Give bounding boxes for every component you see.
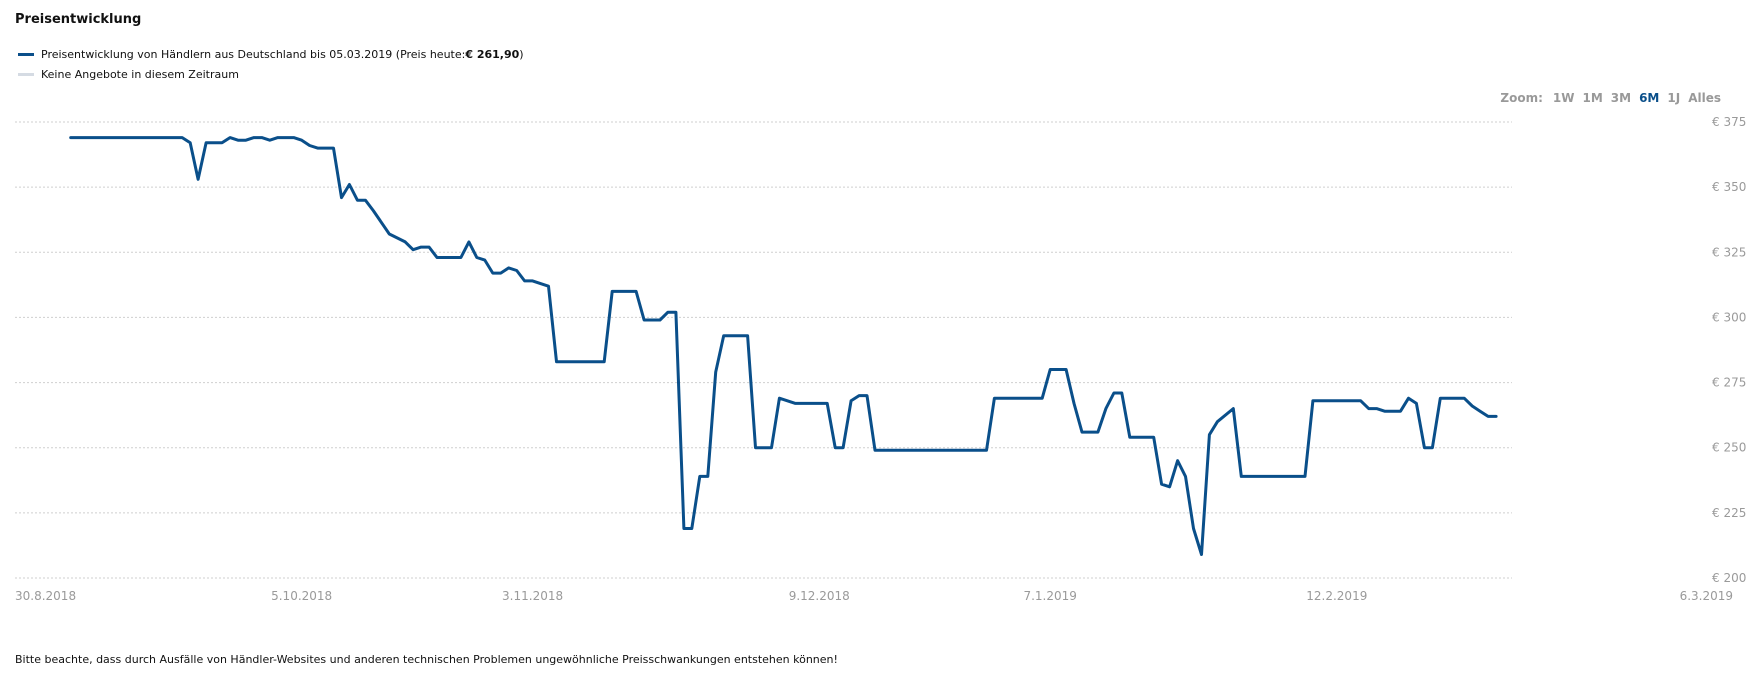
series-swatch-icon <box>18 52 34 56</box>
y-tick-label: € 300 <box>1712 310 1746 324</box>
x-tick-label: 30.8.2018 <box>15 589 76 603</box>
x-tick-label: 3.11.2018 <box>502 589 563 603</box>
zoom-1j-button[interactable]: 1J <box>1667 91 1681 105</box>
legend-item-series[interactable]: Preisentwicklung von Händlern aus Deutsc… <box>18 44 524 64</box>
grid-lines <box>15 121 1512 579</box>
zoom-3m-button[interactable]: 3M <box>1610 91 1632 105</box>
x-axis-ticks: 30.8.2018 5.10.2018 3.11.2018 9.12.2018 7.1.… <box>15 589 1733 603</box>
y-tick-label: € 350 <box>1712 180 1746 194</box>
zoom-1m-button[interactable]: 1M <box>1582 91 1603 105</box>
x-tick-label: 5.10.2018 <box>271 589 332 603</box>
legend: Preisentwicklung von Händlern aus Deutsc… <box>18 44 524 84</box>
legend-no-offers-label: Keine Angebote in diesem Zeitraum <box>41 67 239 81</box>
y-axis-ticks: € 375 € 350 € 325 € 300 € 275 € 250 € 225 € 200 <box>1712 115 1746 585</box>
y-tick-label: € 375 <box>1712 115 1746 129</box>
chart-title: Preisentwicklung <box>15 12 142 27</box>
x-tick-label: 9.12.2018 <box>789 589 850 603</box>
y-tick-label: € 275 <box>1712 376 1746 390</box>
zoom-6m-button[interactable]: 6M <box>1639 91 1660 105</box>
series-layer <box>69 136 1498 556</box>
zoom-alles-button[interactable]: Alles <box>1688 91 1721 105</box>
disclaimer-text: Bitte beachte, dass durch Ausfälle von H… <box>15 653 838 666</box>
zoom-label: Zoom: <box>1500 91 1543 105</box>
legend-item-no-offers[interactable]: Keine Angebote in diesem Zeitraum <box>18 64 524 84</box>
no-offers-swatch-icon <box>18 72 34 76</box>
legend-series-suffix: ) <box>519 47 524 61</box>
legend-series-prefix: Preisentwicklung von Händlern aus Deutsc… <box>41 47 466 61</box>
y-tick-label: € 225 <box>1712 506 1746 520</box>
series-line[interactable] <box>69 136 1498 556</box>
legend-series-price: € 261,90 <box>465 47 520 61</box>
y-tick-label: € 200 <box>1712 571 1746 585</box>
x-tick-label: 12.2.2019 <box>1306 589 1367 603</box>
zoom-controls: Zoom: 1W 1M 3M 6M 1J Alles <box>1500 91 1721 105</box>
x-tick-label: 6.3.2019 <box>1680 589 1733 603</box>
y-tick-label: € 325 <box>1712 245 1746 259</box>
y-tick-label: € 250 <box>1712 441 1746 455</box>
zoom-1w-button[interactable]: 1W <box>1552 91 1575 105</box>
x-tick-label: 7.1.2019 <box>1023 589 1076 603</box>
